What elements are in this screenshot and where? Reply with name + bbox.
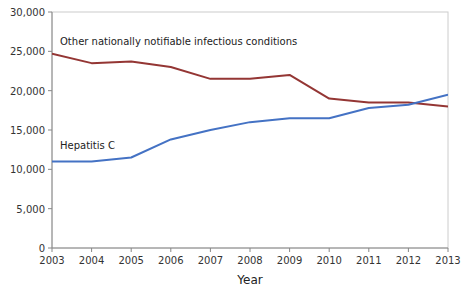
x-tick <box>250 248 251 252</box>
y-tick <box>48 169 52 170</box>
x-tick-label: 2010 <box>316 255 341 266</box>
x-tick <box>52 248 53 252</box>
x-axis: 2003 2004 2005 2006 2007 2008 2009 2010 2011 2012… <box>39 248 460 266</box>
y-tick-label: 5,000 <box>16 204 45 215</box>
x-tick-label: 2013 <box>435 255 460 266</box>
x-tick-label: 2004 <box>79 255 104 266</box>
y-tick <box>48 208 52 209</box>
x-tick-label: 2012 <box>396 255 421 266</box>
x-tick <box>408 248 409 252</box>
x-tick <box>289 248 290 252</box>
y-tick <box>48 90 52 91</box>
x-tick-label: 2008 <box>237 255 262 266</box>
y-tick-label: 0 <box>39 243 45 254</box>
y-axis-line <box>52 12 53 248</box>
x-tick <box>131 248 132 252</box>
y-tick-label: 15,000 <box>10 125 45 136</box>
y-tick-label: 20,000 <box>10 86 45 97</box>
series-line <box>52 95 448 162</box>
x-tick-label: 2007 <box>198 255 223 266</box>
x-axis-label: Year <box>236 273 262 287</box>
series-label: Other nationally notifiable infectious c… <box>60 36 297 47</box>
chart: 0 5,000 10,000 15,000 20,000 25,000 30,000 2003… <box>0 0 462 292</box>
plot-area <box>52 12 448 248</box>
y-tick <box>48 12 52 13</box>
x-tick <box>329 248 330 252</box>
x-tick-label: 2011 <box>356 255 381 266</box>
x-tick <box>91 248 92 252</box>
x-tick-label: 2006 <box>158 255 183 266</box>
x-tick-label: 2005 <box>118 255 143 266</box>
x-tick <box>448 248 449 252</box>
series-group <box>52 54 448 162</box>
y-tick-label: 30,000 <box>10 7 45 18</box>
x-tick-label: 2003 <box>39 255 64 266</box>
y-tick <box>48 130 52 131</box>
x-tick <box>368 248 369 252</box>
x-tick <box>210 248 211 252</box>
y-axis: 0 5,000 10,000 15,000 20,000 25,000 30,000 <box>10 7 52 254</box>
x-tick <box>170 248 171 252</box>
series-label: Hepatitis C <box>60 140 115 151</box>
y-tick-label: 10,000 <box>10 164 45 175</box>
series-line <box>52 54 448 107</box>
y-tick <box>48 51 52 52</box>
y-tick <box>48 248 52 249</box>
y-tick-label: 25,000 <box>10 46 45 57</box>
x-axis-line <box>52 248 448 249</box>
x-tick-label: 2009 <box>277 255 302 266</box>
series-labels: Other nationally notifiable infectious c… <box>60 36 297 151</box>
